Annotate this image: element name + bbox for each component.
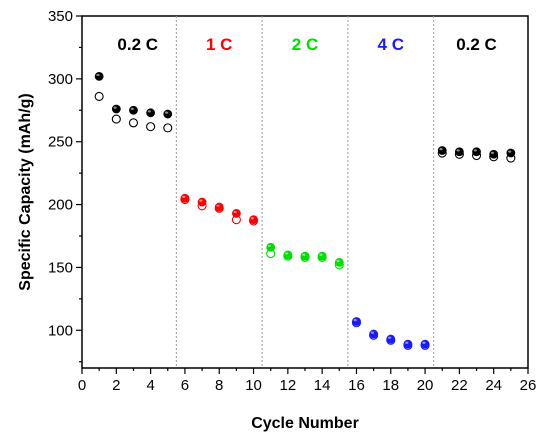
data-markers — [94, 71, 516, 350]
marker-highlight — [113, 106, 117, 109]
x-tick-label: 24 — [485, 377, 502, 394]
x-tick-label: 0 — [78, 377, 86, 394]
y-tick-labels: 100 150 200 250 300 350 — [48, 8, 73, 339]
marker-highlight — [164, 111, 169, 114]
y-tick-label: 250 — [48, 134, 73, 151]
filled-marker — [489, 149, 499, 159]
filled-marker — [146, 108, 156, 118]
x-tick-label: 16 — [348, 377, 365, 394]
filled-marker — [420, 339, 430, 349]
marker-highlight — [285, 252, 289, 255]
filled-marker — [506, 148, 516, 158]
filled-marker — [300, 251, 310, 261]
plot-frame — [81, 15, 529, 369]
marker-highlight — [473, 149, 477, 152]
marker-highlight — [216, 204, 220, 207]
y-tick-label: 100 — [48, 322, 73, 339]
filled-marker — [266, 242, 276, 252]
x-tick-labels: 0 2 4 6 8 10 12 14 16 18 20 22 24 26 — [78, 377, 537, 394]
y-tick-label: 300 — [48, 71, 73, 88]
filled-marker — [369, 329, 379, 339]
marker-highlight — [422, 341, 426, 344]
filled-marker — [352, 317, 361, 326]
filled-marker — [386, 334, 396, 344]
filled-marker — [472, 147, 481, 157]
filled-marker — [94, 71, 104, 81]
y-tick-label: 350 — [48, 8, 73, 25]
filled-marker — [437, 146, 447, 155]
x-tick-label: 26 — [520, 377, 537, 394]
x-tick-label: 20 — [417, 377, 434, 394]
marker-highlight — [353, 318, 357, 322]
x-tick-label: 2 — [112, 377, 120, 394]
y-tick-label: 150 — [48, 259, 73, 276]
filled-marker — [454, 147, 464, 157]
filled-marker — [111, 104, 121, 114]
filled-marker — [214, 202, 224, 212]
marker-highlight — [96, 73, 100, 77]
marker-highlight — [456, 149, 460, 152]
filled-marker — [403, 339, 413, 349]
rate-label: 0.2 C — [117, 35, 158, 54]
y-axis-title: Specific Capacity (mAh/g) — [17, 93, 34, 290]
x-tick-label: 18 — [382, 377, 399, 394]
marker-highlight — [302, 253, 306, 256]
marker-highlight — [182, 195, 186, 198]
filled-marker — [283, 250, 293, 260]
marker-highlight — [405, 341, 409, 344]
filled-marker — [129, 105, 138, 115]
rate-label: 1 C — [206, 35, 232, 54]
filled-marker — [197, 197, 207, 207]
filled-marker — [334, 257, 344, 267]
marker-highlight — [250, 217, 254, 220]
x-axis-title: Cycle Number — [251, 415, 359, 432]
y-tick-label: 200 — [48, 197, 73, 214]
marker-highlight — [319, 253, 323, 256]
filled-marker — [249, 215, 258, 225]
x-tick-label: 14 — [314, 377, 331, 394]
open-marker — [146, 122, 156, 132]
open-marker — [128, 118, 139, 128]
open-marker — [111, 114, 121, 124]
x-tick-label: 4 — [146, 377, 154, 394]
marker-highlight — [233, 210, 237, 214]
marker-highlight — [387, 336, 392, 339]
marker-highlight — [267, 244, 272, 248]
rate-label: 4 C — [378, 35, 404, 54]
marker-highlight — [336, 259, 340, 263]
marker-highlight — [439, 148, 443, 151]
filled-marker — [163, 109, 173, 119]
rate-labels: 0.2 C 1 C 2 C 4 C 0.2 C — [117, 35, 496, 54]
filled-marker — [317, 251, 327, 261]
filled-marker — [231, 208, 241, 218]
marker-highlight — [370, 331, 375, 334]
rate-label: 0.2 C — [456, 35, 497, 54]
rate-separators — [175, 16, 435, 368]
open-marker — [94, 91, 104, 102]
axis-ticks — [76, 15, 529, 374]
x-tick-label: 12 — [280, 377, 297, 394]
rate-label: 2 C — [292, 35, 318, 54]
marker-highlight — [147, 110, 152, 113]
filled-marker — [180, 193, 190, 203]
marker-highlight — [199, 199, 203, 202]
x-tick-label: 22 — [451, 377, 468, 394]
marker-highlight — [130, 107, 134, 110]
x-tick-label: 10 — [245, 377, 262, 394]
marker-highlight — [490, 151, 495, 154]
open-marker — [163, 123, 173, 133]
marker-highlight — [508, 150, 512, 153]
x-tick-label: 8 — [215, 377, 223, 394]
x-tick-label: 6 — [181, 377, 189, 394]
